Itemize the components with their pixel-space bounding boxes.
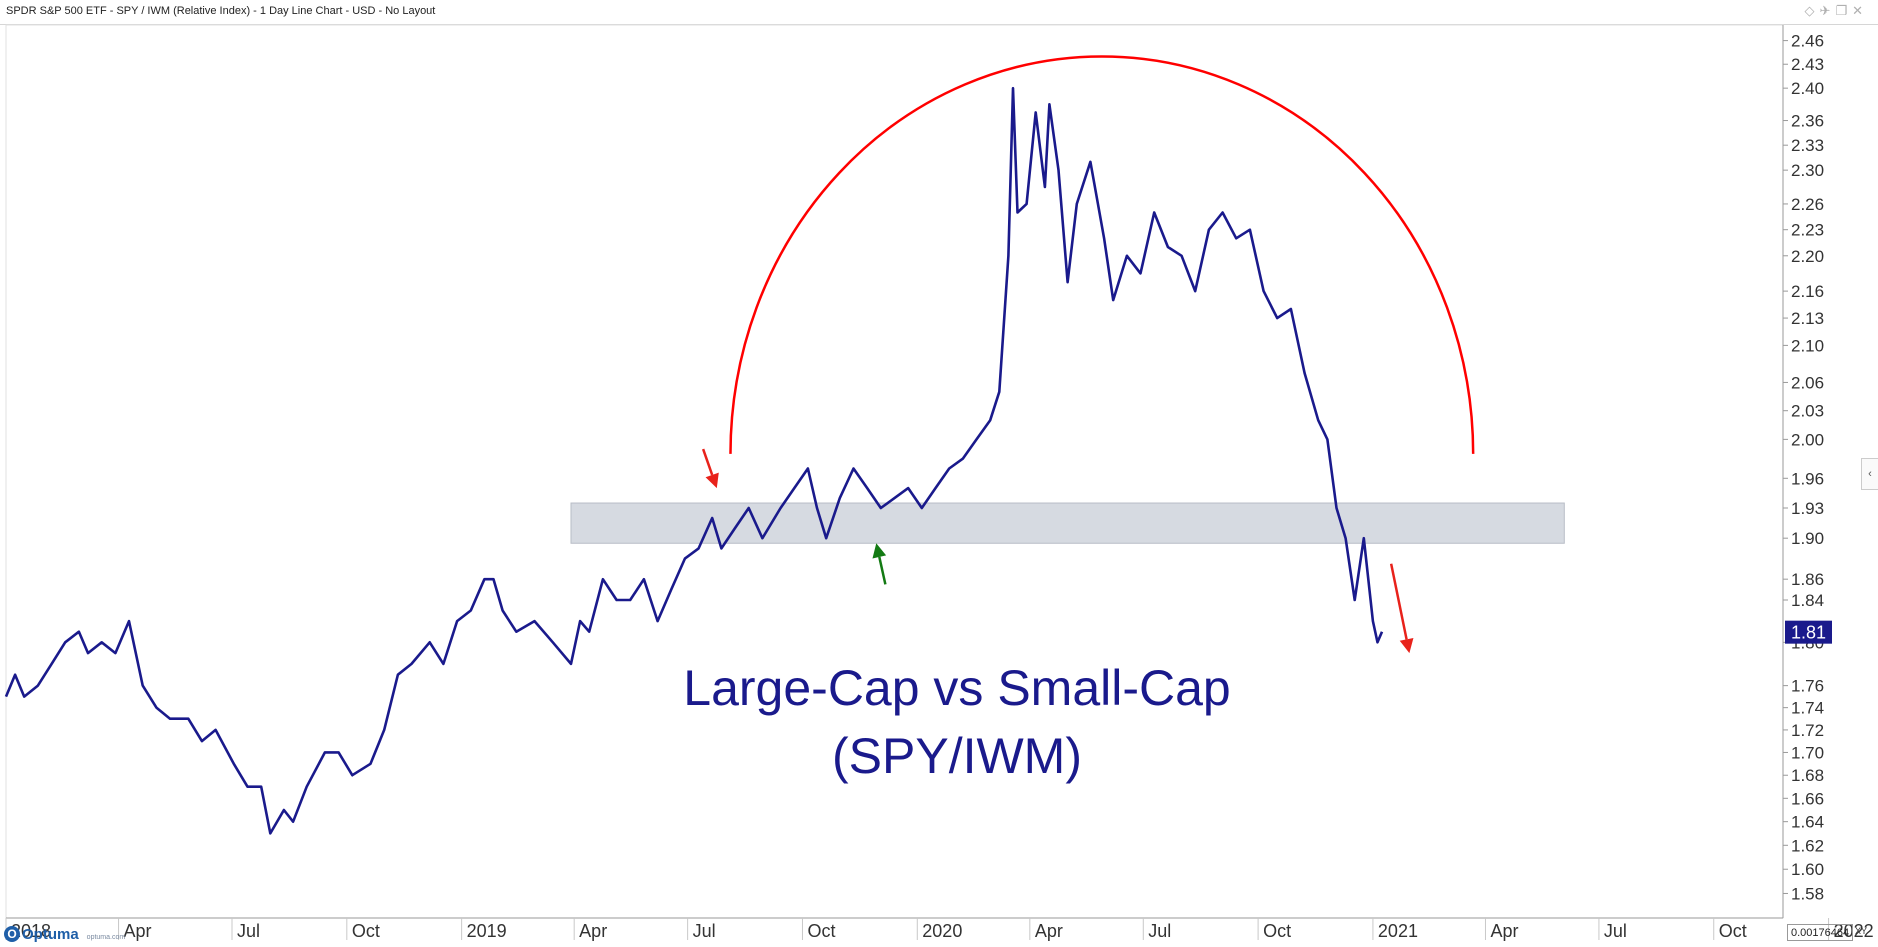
scale-value-box[interactable]: 0.00176464 (1787, 924, 1853, 941)
y-tick-label: 2.03 (1791, 402, 1824, 421)
x-tick-label: Apr (1035, 921, 1063, 941)
optuma-logo: O Optuma optuma.com (4, 924, 125, 944)
x-tick-label: 2021 (1378, 921, 1418, 941)
y-tick-label: 2.13 (1791, 309, 1824, 328)
y-tick-label: 2.10 (1791, 336, 1824, 355)
x-tick-label: Jul (693, 921, 716, 941)
y-tick-label: 2.23 (1791, 221, 1824, 240)
window-controls: ◇✈❐✕ (1805, 3, 1868, 19)
plot-border (5, 24, 1784, 919)
y-tick-label: 1.72 (1791, 721, 1824, 740)
y-tick-label: 2.00 (1791, 430, 1824, 449)
annotation-arrow-3 (1389, 563, 1414, 654)
chart-title: Large-Cap vs Small-Cap (683, 660, 1230, 716)
y-tick-label: 2.46 (1791, 32, 1824, 51)
x-tick-label: 2020 (922, 921, 962, 941)
logo-url: optuma.com (86, 933, 126, 941)
y-tick-label: 1.64 (1791, 813, 1824, 832)
logo-text: Optuma (22, 925, 79, 943)
side-panel-toggle[interactable]: ‹ (1861, 458, 1878, 490)
y-tick-label: 2.26 (1791, 195, 1824, 214)
x-tick-label: Apr (1490, 921, 1518, 941)
x-tick-label: Oct (1263, 921, 1291, 941)
annotation-arrow-2 (872, 543, 887, 585)
y-tick-label: 1.66 (1791, 789, 1824, 808)
last-value-label: 1.81 (1791, 623, 1826, 643)
x-tick-label: Oct (1719, 921, 1747, 941)
chart-subtitle: (SPY/IWM) (832, 728, 1082, 784)
series-line-spy-iwm (4, 86, 1384, 835)
y-tick-label: 1.68 (1791, 766, 1824, 785)
y-tick-label: 1.84 (1791, 591, 1824, 610)
y-tick-label: 1.58 (1791, 884, 1824, 903)
y-tick-label: 2.36 (1791, 112, 1824, 131)
rounding-top-arc (729, 56, 1475, 454)
y-tick-label: 1.86 (1791, 570, 1824, 589)
y-tick-label: 1.96 (1791, 469, 1824, 488)
x-tick-label: 2019 (467, 921, 507, 941)
y-tick-label: 2.30 (1791, 161, 1824, 180)
x-tick-label: 2022 (1834, 921, 1874, 941)
y-tick-label: 1.60 (1791, 860, 1824, 879)
y-tick-label: 1.93 (1791, 499, 1824, 518)
x-tick-label: Oct (807, 921, 835, 941)
y-tick-label: 2.40 (1791, 79, 1824, 98)
y-tick-label: 2.20 (1791, 247, 1824, 266)
chart-window-title: SPDR S&P 500 ETF - SPY / IWM (Relative I… (6, 5, 436, 17)
x-tick-label: Jul (1148, 921, 1171, 941)
optuma-logo-icon: O (4, 926, 20, 942)
pin-icon[interactable]: ✈ (1819, 3, 1836, 18)
x-tick-label: Apr (124, 921, 152, 941)
y-tick-label: 2.33 (1791, 136, 1824, 155)
x-tick-label: Oct (352, 921, 380, 941)
y-tick-label: 2.06 (1791, 373, 1824, 392)
x-tick-label: Apr (579, 921, 607, 941)
last-value-badge: 1.81 (1785, 620, 1832, 644)
x-tick-label: Jul (1604, 921, 1627, 941)
close-icon[interactable]: ✕ (1852, 3, 1868, 18)
y-tick-label: 1.70 (1791, 743, 1824, 762)
support-zone (570, 502, 1565, 544)
x-tick-label: Jul (237, 921, 260, 941)
xy-toggle[interactable]: XY (1855, 926, 1868, 936)
x-tick-label: 2018 (11, 921, 51, 941)
y-tick-label: 1.90 (1791, 529, 1824, 548)
restore-icon[interactable]: ❐ (1835, 3, 1853, 18)
y-tick-label: 1.76 (1791, 677, 1824, 696)
y-tick-label: 2.43 (1791, 55, 1824, 74)
y-tick-label: 2.16 (1791, 282, 1824, 301)
annotation-arrow-1 (701, 448, 719, 489)
y-tick-label: 1.74 (1791, 699, 1824, 718)
chevron-left-icon: ‹ (1868, 468, 1872, 480)
y-tick-label: 1.62 (1791, 836, 1824, 855)
diamond-icon[interactable]: ◇ (1804, 3, 1820, 18)
